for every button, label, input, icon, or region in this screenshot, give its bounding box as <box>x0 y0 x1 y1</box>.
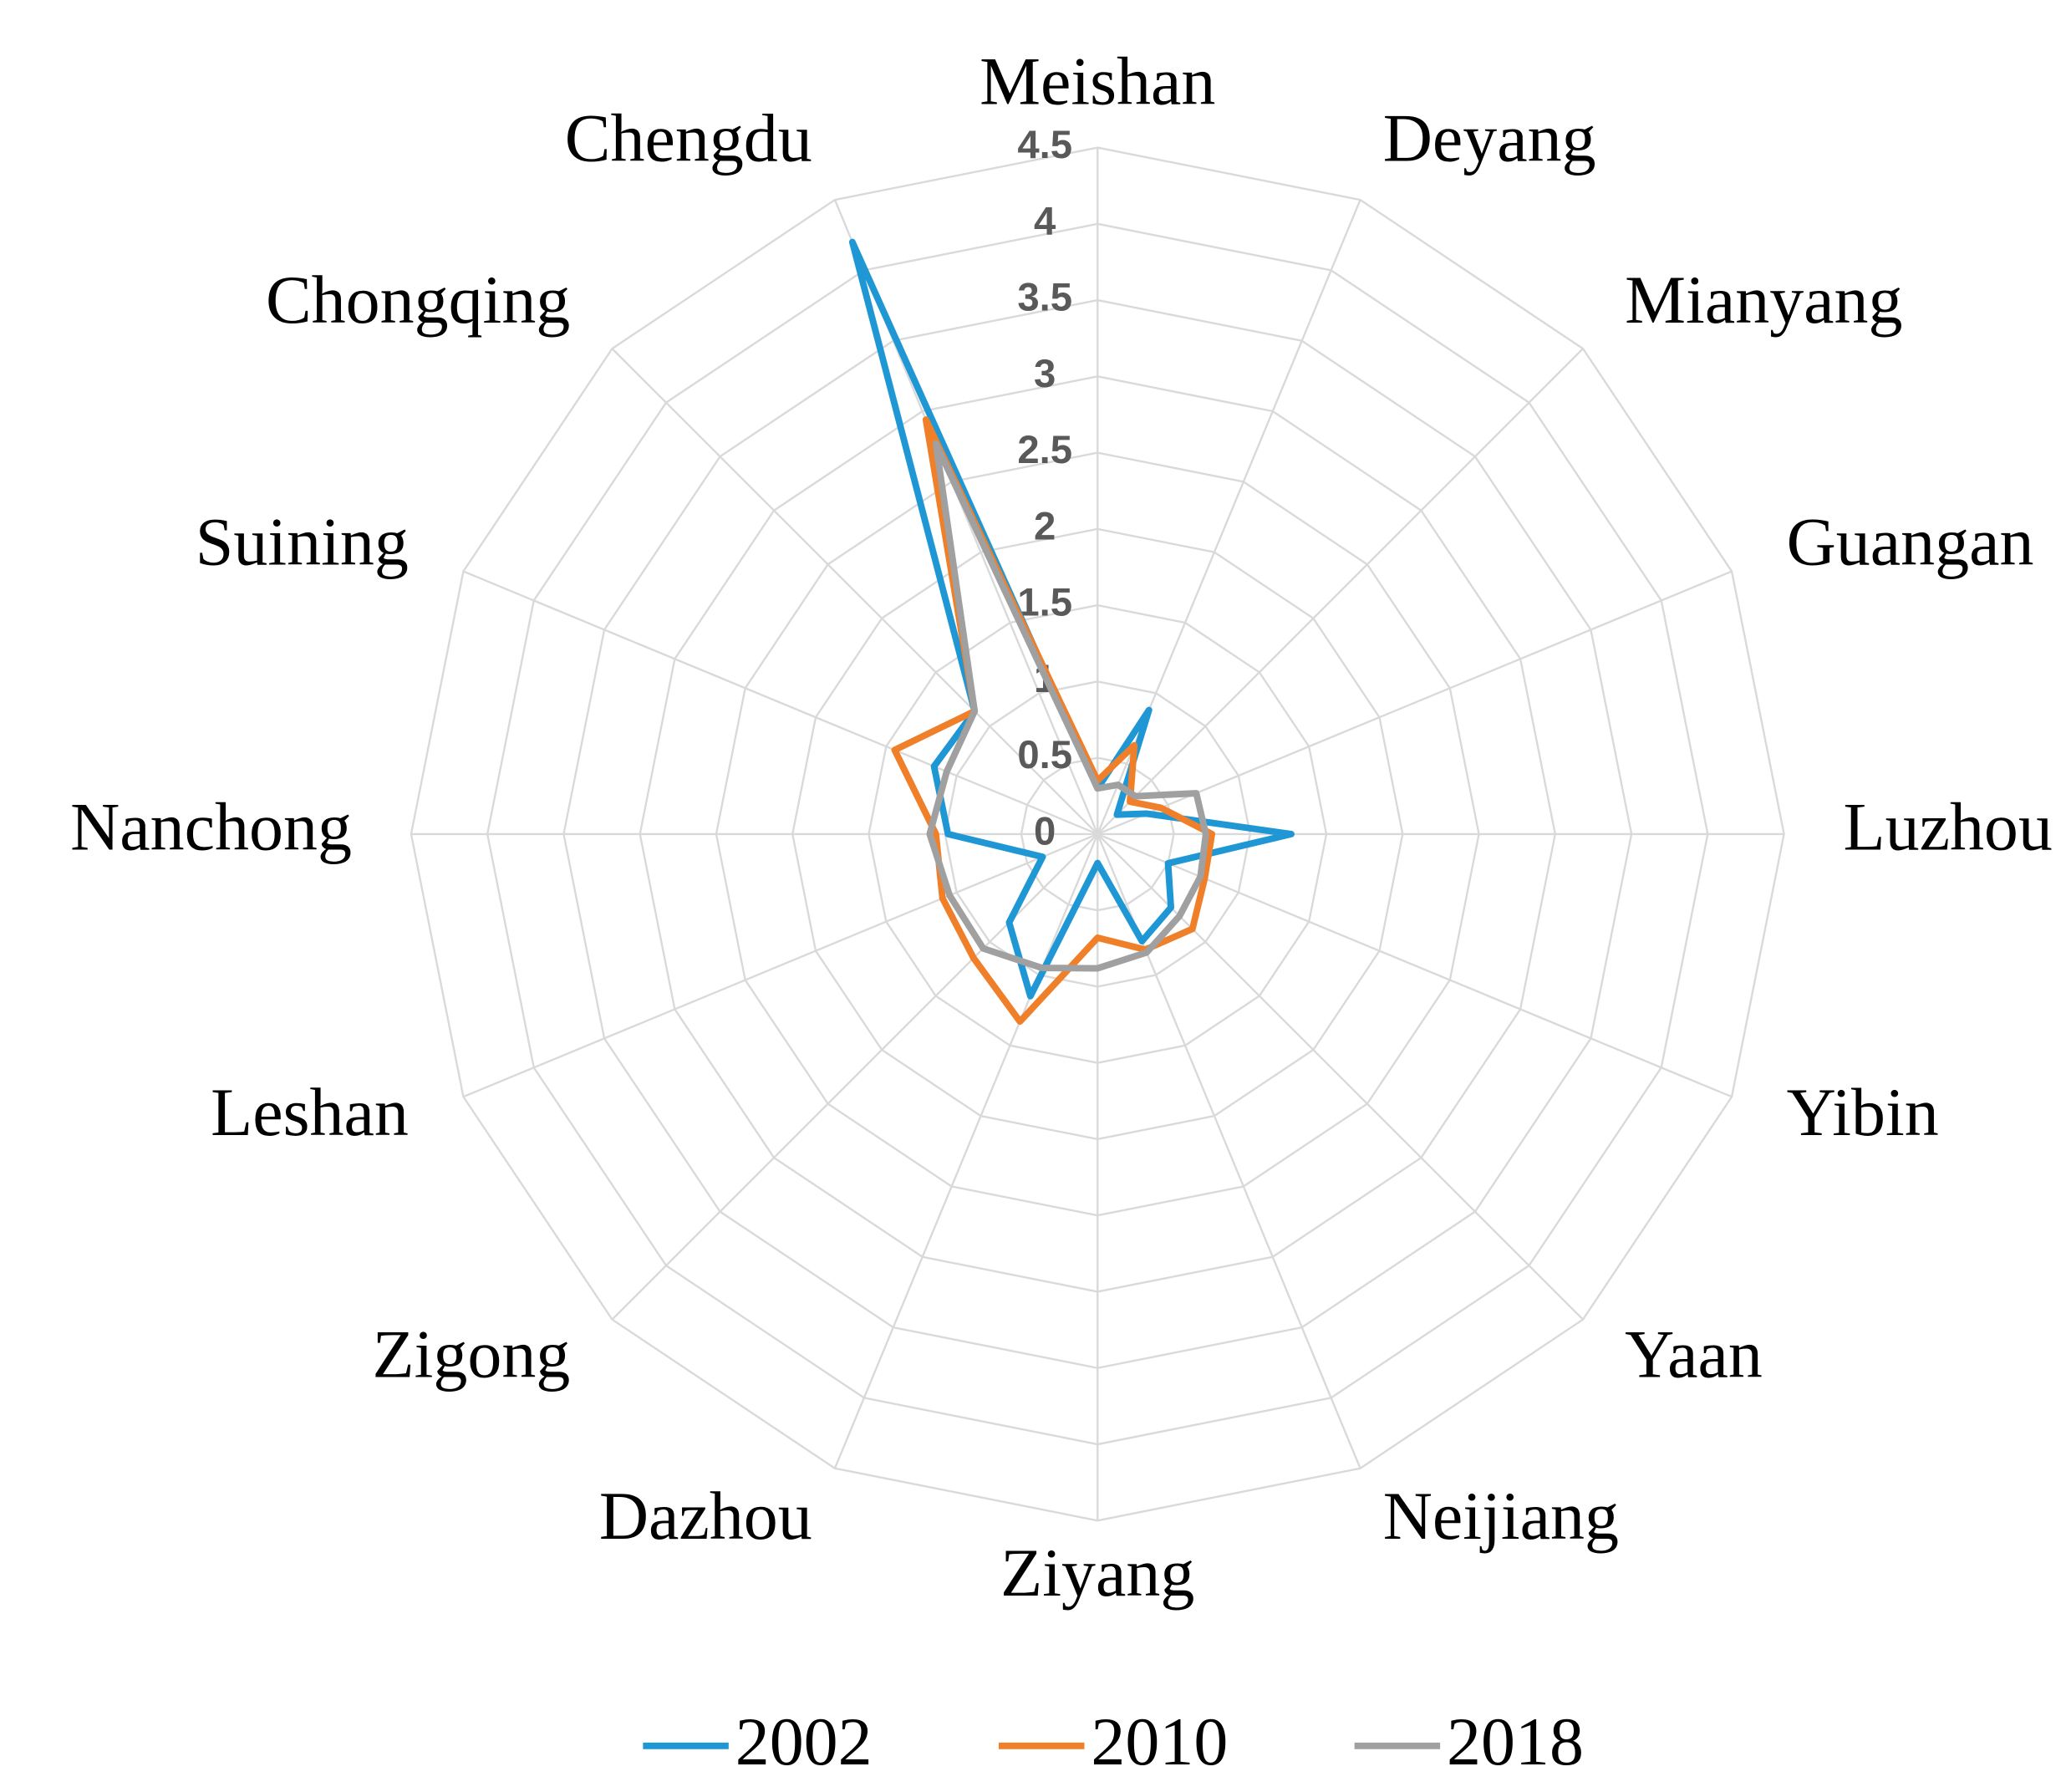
category-label: Mianyang <box>1625 262 1902 338</box>
category-label: Suining <box>196 503 409 579</box>
grid <box>410 146 1785 1522</box>
spoke <box>611 833 1099 1321</box>
legend-label: 2002 <box>735 1703 873 1779</box>
category-label: Nanchong <box>70 789 352 865</box>
category-label: Zigong <box>373 1316 571 1392</box>
tick-label: 0 <box>1034 809 1056 853</box>
tick-label: 1.5 <box>1017 581 1072 625</box>
category-label: Deyang <box>1383 99 1596 176</box>
legend: 2002 2010 2018 <box>643 1703 1584 1779</box>
series-line <box>926 440 1209 972</box>
category-label: Dazhou <box>599 1478 812 1554</box>
category-labels: Meishan Deyang Mianyang Guangan Luzhou Yibin Y… <box>70 43 2053 1611</box>
category-label: Guangan <box>1787 503 2034 579</box>
series-lines <box>848 238 1295 1026</box>
spoke <box>1097 832 1733 1098</box>
category-label: Yaan <box>1625 1316 1763 1392</box>
legend-label: 2010 <box>1091 1703 1228 1779</box>
tick-label: 4 <box>1034 199 1056 243</box>
tick-label: 2.5 <box>1017 428 1072 472</box>
category-label: Meishan <box>980 43 1215 119</box>
category-label: Luzhou <box>1844 789 2053 865</box>
series-line <box>891 416 1216 1026</box>
tick-label: 0.5 <box>1017 733 1072 777</box>
category-label: Neijiang <box>1383 1478 1619 1554</box>
category-label: Ziyang <box>1000 1535 1194 1611</box>
category-label: Leshan <box>211 1074 409 1150</box>
spoke <box>1097 348 1584 835</box>
tick-label: 3 <box>1034 352 1056 396</box>
spoke <box>1097 570 1733 835</box>
spoke <box>611 348 1099 835</box>
tick-label: 3.5 <box>1017 276 1072 320</box>
series-line <box>848 238 1295 1000</box>
spoke <box>833 833 1099 1469</box>
category-label: Chengdu <box>565 99 812 176</box>
spoke <box>462 832 1098 1098</box>
legend-label: 2018 <box>1447 1703 1584 1779</box>
ticks: 00.511.522.533.544.5 <box>1017 123 1072 853</box>
spoke <box>462 570 1098 835</box>
tick-label: 4.5 <box>1017 123 1072 167</box>
tick-label: 2 <box>1034 504 1056 548</box>
category-label: Chongqing <box>266 262 570 338</box>
category-label: Yibin <box>1787 1074 1939 1150</box>
